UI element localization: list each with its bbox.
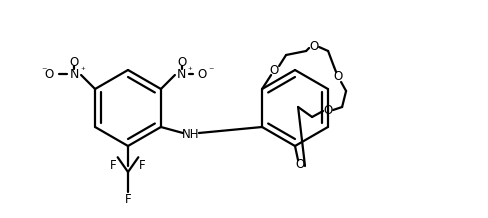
- Text: O: O: [177, 56, 186, 68]
- Text: F: F: [110, 159, 117, 172]
- Text: ⁻: ⁻: [41, 66, 46, 76]
- Text: O: O: [324, 104, 333, 118]
- Text: N: N: [177, 68, 186, 80]
- Text: O: O: [44, 68, 54, 80]
- Text: NH: NH: [182, 128, 200, 141]
- Text: O: O: [333, 70, 343, 83]
- Text: N: N: [69, 68, 79, 80]
- Text: F: F: [125, 192, 131, 206]
- Text: O: O: [309, 41, 319, 53]
- Text: ⁺: ⁺: [188, 66, 193, 75]
- Text: ⁺: ⁺: [80, 66, 85, 75]
- Text: ⁻: ⁻: [208, 66, 213, 76]
- Text: O: O: [295, 157, 305, 170]
- Text: O: O: [69, 56, 79, 68]
- Text: F: F: [139, 159, 145, 172]
- Text: O: O: [269, 65, 279, 78]
- Text: O: O: [197, 68, 206, 80]
